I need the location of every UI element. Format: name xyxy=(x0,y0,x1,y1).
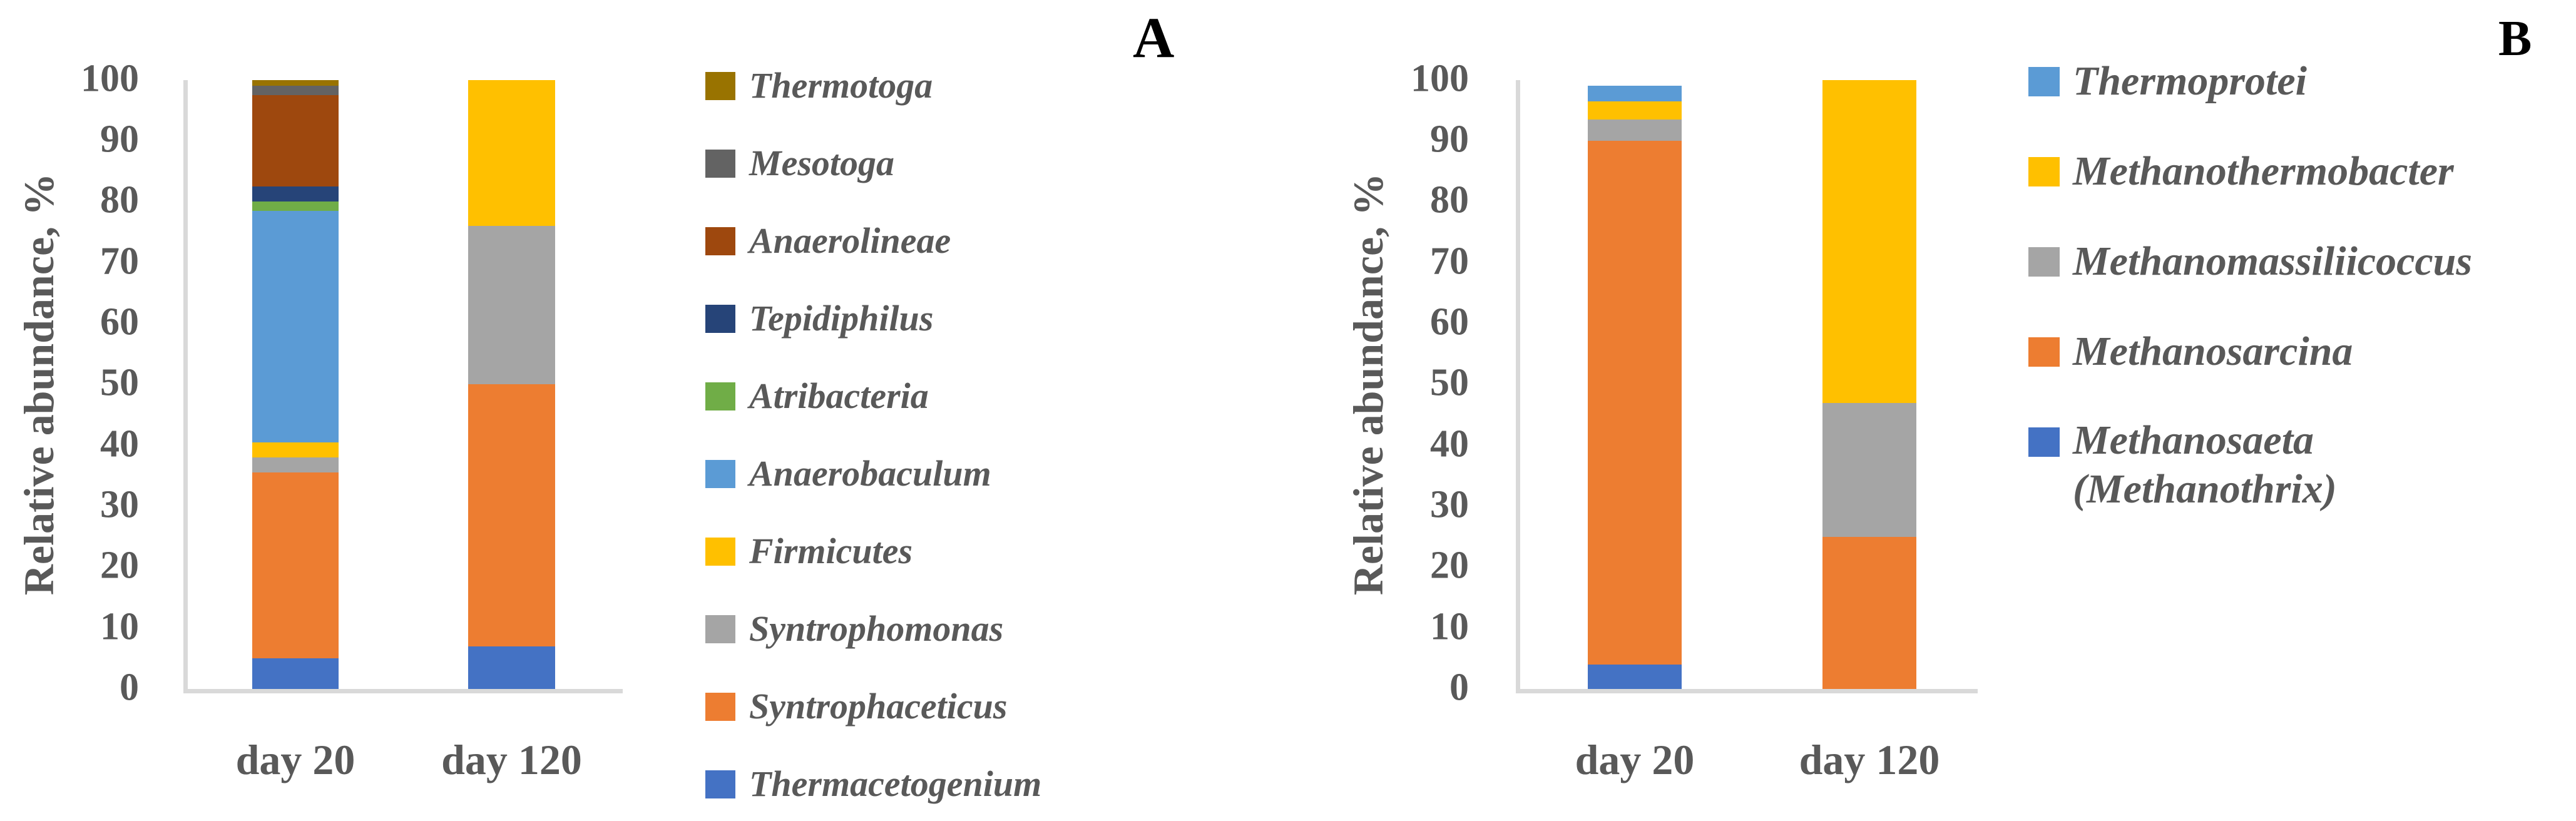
legend-label: Firmicutes xyxy=(749,530,913,571)
bar-segment-firmicutes xyxy=(252,442,339,458)
bar-segment-syntrophomonas xyxy=(468,226,555,385)
bar-segment-anaerolineae xyxy=(252,95,339,186)
legend-swatch-thermoprotei xyxy=(2028,66,2060,96)
y-tick-label: 90 xyxy=(1430,118,1469,161)
bar-segment-methanomassiliicoccus xyxy=(1822,402,1916,537)
legend-label: Thermacetogenium xyxy=(749,763,1042,804)
y-tick-label: 0 xyxy=(120,666,139,709)
bar-segment-syntrophomonas xyxy=(252,457,339,473)
legend-swatch-methanosarcina xyxy=(2028,337,2060,367)
bar-segment-thermotoga xyxy=(252,79,339,86)
y-tick-label: 30 xyxy=(1430,483,1469,526)
legend-label: Methanosarcina xyxy=(2073,329,2353,375)
y-tick-label: 10 xyxy=(1430,605,1469,648)
y-tick-label: 60 xyxy=(100,300,139,344)
legend-swatch-syntrophaceticus xyxy=(705,692,735,721)
y-tick-label: 20 xyxy=(1430,544,1469,587)
bar-segment-firmicutes xyxy=(468,79,555,227)
x-axis-line xyxy=(183,689,623,693)
legend-swatch-firmicutes xyxy=(705,537,735,566)
legend-swatch-syntrophomonas xyxy=(705,614,735,643)
legend-label: Syntrophaceticus xyxy=(749,685,1008,727)
y-tick-label: 90 xyxy=(100,118,139,161)
legend-label: Thermotoga xyxy=(749,64,933,106)
legend-swatch-anaerobaculum xyxy=(705,459,735,488)
x-category-label: day 120 xyxy=(1799,736,1940,783)
legend-swatch-mesotoga xyxy=(705,149,735,178)
y-tick-label: 20 xyxy=(100,544,139,587)
legend-label: Anaerobaculum xyxy=(749,452,991,494)
panel-letter-b: B xyxy=(2498,11,2532,66)
y-tick-label: 80 xyxy=(100,178,139,222)
bar-segment-syntrophaceticus xyxy=(252,472,339,659)
legend-swatch-methanosaeta xyxy=(2028,427,2060,457)
bar-segment-tepidiphilus xyxy=(252,186,339,202)
legend-swatch-thermotoga xyxy=(705,71,735,100)
legend-swatch-thermacetogenium xyxy=(705,770,735,798)
y-tick-label: 10 xyxy=(100,605,139,648)
legend-label: Atribacteria xyxy=(749,375,929,416)
y-tick-label: 0 xyxy=(1449,666,1469,709)
bar-segment-methanomassiliicoccus xyxy=(1588,119,1682,141)
x-category-label: day 20 xyxy=(1575,736,1695,783)
bar-segment-methanothermobacter xyxy=(1588,101,1682,120)
bar-segment-mesotoga xyxy=(252,86,339,95)
legend-swatch-methanothermobacter xyxy=(2028,156,2060,186)
legend-label: Anaerolineae xyxy=(749,220,951,261)
y-tick-label: 40 xyxy=(100,422,139,466)
bar-segment-methanosaeta-methanothrix xyxy=(1588,665,1682,689)
bar-segment-thermacetogenium xyxy=(252,658,339,689)
legend-swatch-anaerolineae xyxy=(705,227,735,255)
y-axis-line xyxy=(1515,79,1520,693)
y-tick-label: 100 xyxy=(81,57,139,100)
x-axis-line xyxy=(1515,689,1978,693)
legend-label: Syntrophomonas xyxy=(749,608,1004,649)
legend-swatch-atribacteria xyxy=(705,382,735,410)
bar-segment-thermacetogenium xyxy=(468,646,555,689)
panel-letter-a: A xyxy=(1133,6,1175,69)
y-tick-label: 50 xyxy=(100,361,139,404)
legend-label: Mesotoga xyxy=(749,142,894,183)
legend-label: Methanosaeta (Methanothrix) xyxy=(2073,417,2337,512)
legend-label: Methanothermobacter xyxy=(2073,148,2454,195)
y-tick-label: 50 xyxy=(1430,361,1469,404)
y-tick-label: 80 xyxy=(1430,178,1469,222)
legend-swatch-methanomassiliicoccus xyxy=(2028,247,2060,277)
x-category-label: day 120 xyxy=(441,736,582,783)
y-tick-label: 60 xyxy=(1430,300,1469,344)
y-tick-label: 40 xyxy=(1430,422,1469,466)
x-category-label: day 20 xyxy=(235,736,355,783)
bar-segment-methanosarcina xyxy=(1822,536,1916,689)
y-tick-label: 30 xyxy=(100,483,139,526)
legend-label: Thermoprotei xyxy=(2073,58,2307,105)
bar-segment-anaerobaculum xyxy=(252,210,339,442)
legend-swatch-tepidiphilus xyxy=(705,304,735,333)
legend-label: Methanomassiliicoccus xyxy=(2073,238,2473,285)
y-tick-label: 70 xyxy=(100,240,139,283)
y-tick-label: 70 xyxy=(1430,240,1469,283)
bar-segment-methanosarcina xyxy=(1588,141,1682,665)
legend-label: Tepidiphilus xyxy=(749,297,934,339)
y-tick-label: 100 xyxy=(1411,57,1469,100)
bar-segment-syntrophaceticus xyxy=(468,384,555,646)
y-axis-line xyxy=(183,79,188,693)
bar-segment-methanothermobacter xyxy=(1822,79,1916,403)
bar-segment-thermoprotei xyxy=(1588,86,1682,101)
bar-segment-atribacteria xyxy=(252,201,339,211)
